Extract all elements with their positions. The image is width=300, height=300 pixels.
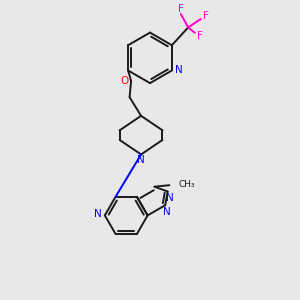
Text: N: N xyxy=(166,193,174,203)
Text: O: O xyxy=(120,76,129,86)
Text: CH₃: CH₃ xyxy=(178,180,195,189)
Text: F: F xyxy=(178,4,184,14)
Text: F: F xyxy=(197,31,203,41)
Text: N: N xyxy=(94,209,102,219)
Text: N: N xyxy=(137,155,145,165)
Text: F: F xyxy=(203,11,209,21)
Text: N: N xyxy=(175,65,182,76)
Text: N: N xyxy=(163,207,171,217)
